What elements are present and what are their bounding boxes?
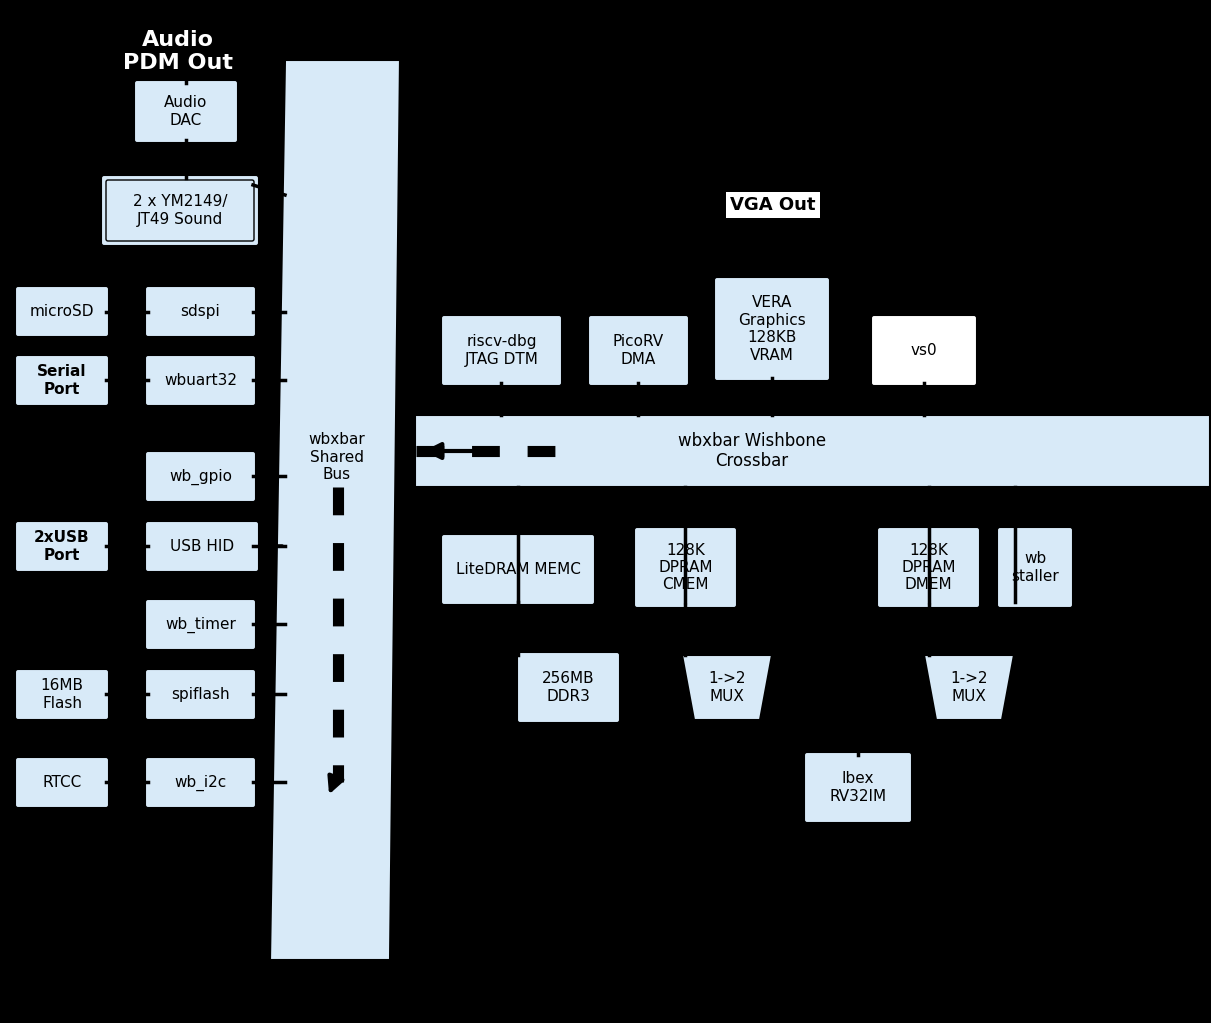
FancyBboxPatch shape bbox=[804, 752, 912, 822]
FancyBboxPatch shape bbox=[145, 521, 259, 572]
Text: microSD: microSD bbox=[30, 304, 94, 319]
Text: 256MB
DDR3: 256MB DDR3 bbox=[543, 671, 595, 704]
FancyBboxPatch shape bbox=[589, 315, 689, 386]
FancyBboxPatch shape bbox=[517, 652, 620, 723]
Text: wbxbar
Shared
Bus: wbxbar Shared Bus bbox=[309, 432, 366, 482]
Polygon shape bbox=[682, 655, 771, 720]
Text: 128K
DPRAM
CMEM: 128K DPRAM CMEM bbox=[659, 542, 713, 592]
Text: LiteDRAM MEMC: LiteDRAM MEMC bbox=[455, 562, 580, 577]
Text: 128K
DPRAM
DMEM: 128K DPRAM DMEM bbox=[901, 542, 955, 592]
FancyBboxPatch shape bbox=[145, 355, 256, 406]
FancyBboxPatch shape bbox=[15, 355, 109, 406]
Text: Serial
Port: Serial Port bbox=[38, 364, 87, 397]
Text: wbxbar Wishbone
Crossbar: wbxbar Wishbone Crossbar bbox=[678, 432, 826, 471]
FancyBboxPatch shape bbox=[145, 669, 256, 720]
FancyBboxPatch shape bbox=[145, 286, 256, 337]
Text: sdspi: sdspi bbox=[180, 304, 220, 319]
FancyBboxPatch shape bbox=[635, 527, 737, 608]
Text: 16MB
Flash: 16MB Flash bbox=[40, 678, 84, 711]
FancyBboxPatch shape bbox=[877, 527, 980, 608]
Text: 2 x YM2149/
JT49 Sound: 2 x YM2149/ JT49 Sound bbox=[133, 194, 228, 227]
Text: wb_i2c: wb_i2c bbox=[174, 774, 226, 791]
Text: VGA Out: VGA Out bbox=[730, 196, 816, 214]
Text: Audio
PDM Out: Audio PDM Out bbox=[124, 30, 233, 74]
FancyBboxPatch shape bbox=[15, 286, 109, 337]
Text: 2xUSB
Port: 2xUSB Port bbox=[34, 530, 90, 563]
Text: PicoRV
DMA: PicoRV DMA bbox=[613, 335, 664, 366]
Text: wb
staller: wb staller bbox=[1011, 551, 1058, 584]
FancyBboxPatch shape bbox=[871, 315, 977, 386]
FancyBboxPatch shape bbox=[134, 80, 239, 143]
Text: wb_gpio: wb_gpio bbox=[170, 469, 233, 485]
FancyBboxPatch shape bbox=[441, 534, 595, 605]
Text: 1->2
MUX: 1->2 MUX bbox=[708, 671, 746, 704]
Text: wbuart32: wbuart32 bbox=[163, 373, 237, 388]
FancyBboxPatch shape bbox=[15, 757, 109, 808]
Text: vs0: vs0 bbox=[911, 343, 937, 358]
Text: RTCC: RTCC bbox=[42, 775, 81, 790]
Text: Ibex
RV32IM: Ibex RV32IM bbox=[830, 771, 886, 804]
FancyBboxPatch shape bbox=[714, 277, 830, 381]
FancyBboxPatch shape bbox=[101, 175, 259, 246]
Text: VERA
Graphics
128KB
VRAM: VERA Graphics 128KB VRAM bbox=[739, 296, 805, 362]
FancyBboxPatch shape bbox=[145, 451, 256, 502]
Polygon shape bbox=[270, 60, 400, 960]
FancyBboxPatch shape bbox=[145, 599, 256, 650]
FancyBboxPatch shape bbox=[145, 757, 256, 808]
FancyBboxPatch shape bbox=[15, 669, 109, 720]
Text: 1->2
MUX: 1->2 MUX bbox=[951, 671, 988, 704]
FancyBboxPatch shape bbox=[997, 527, 1073, 608]
FancyBboxPatch shape bbox=[15, 521, 109, 572]
Text: wb_timer: wb_timer bbox=[165, 617, 236, 632]
FancyBboxPatch shape bbox=[441, 315, 562, 386]
Polygon shape bbox=[924, 655, 1014, 720]
Text: USB HID: USB HID bbox=[170, 539, 234, 554]
FancyBboxPatch shape bbox=[415, 415, 1210, 487]
Text: riscv-dbg
JTAG DTM: riscv-dbg JTAG DTM bbox=[465, 335, 539, 366]
Text: spiflash: spiflash bbox=[171, 687, 230, 702]
Text: Audio
DAC: Audio DAC bbox=[165, 95, 208, 128]
